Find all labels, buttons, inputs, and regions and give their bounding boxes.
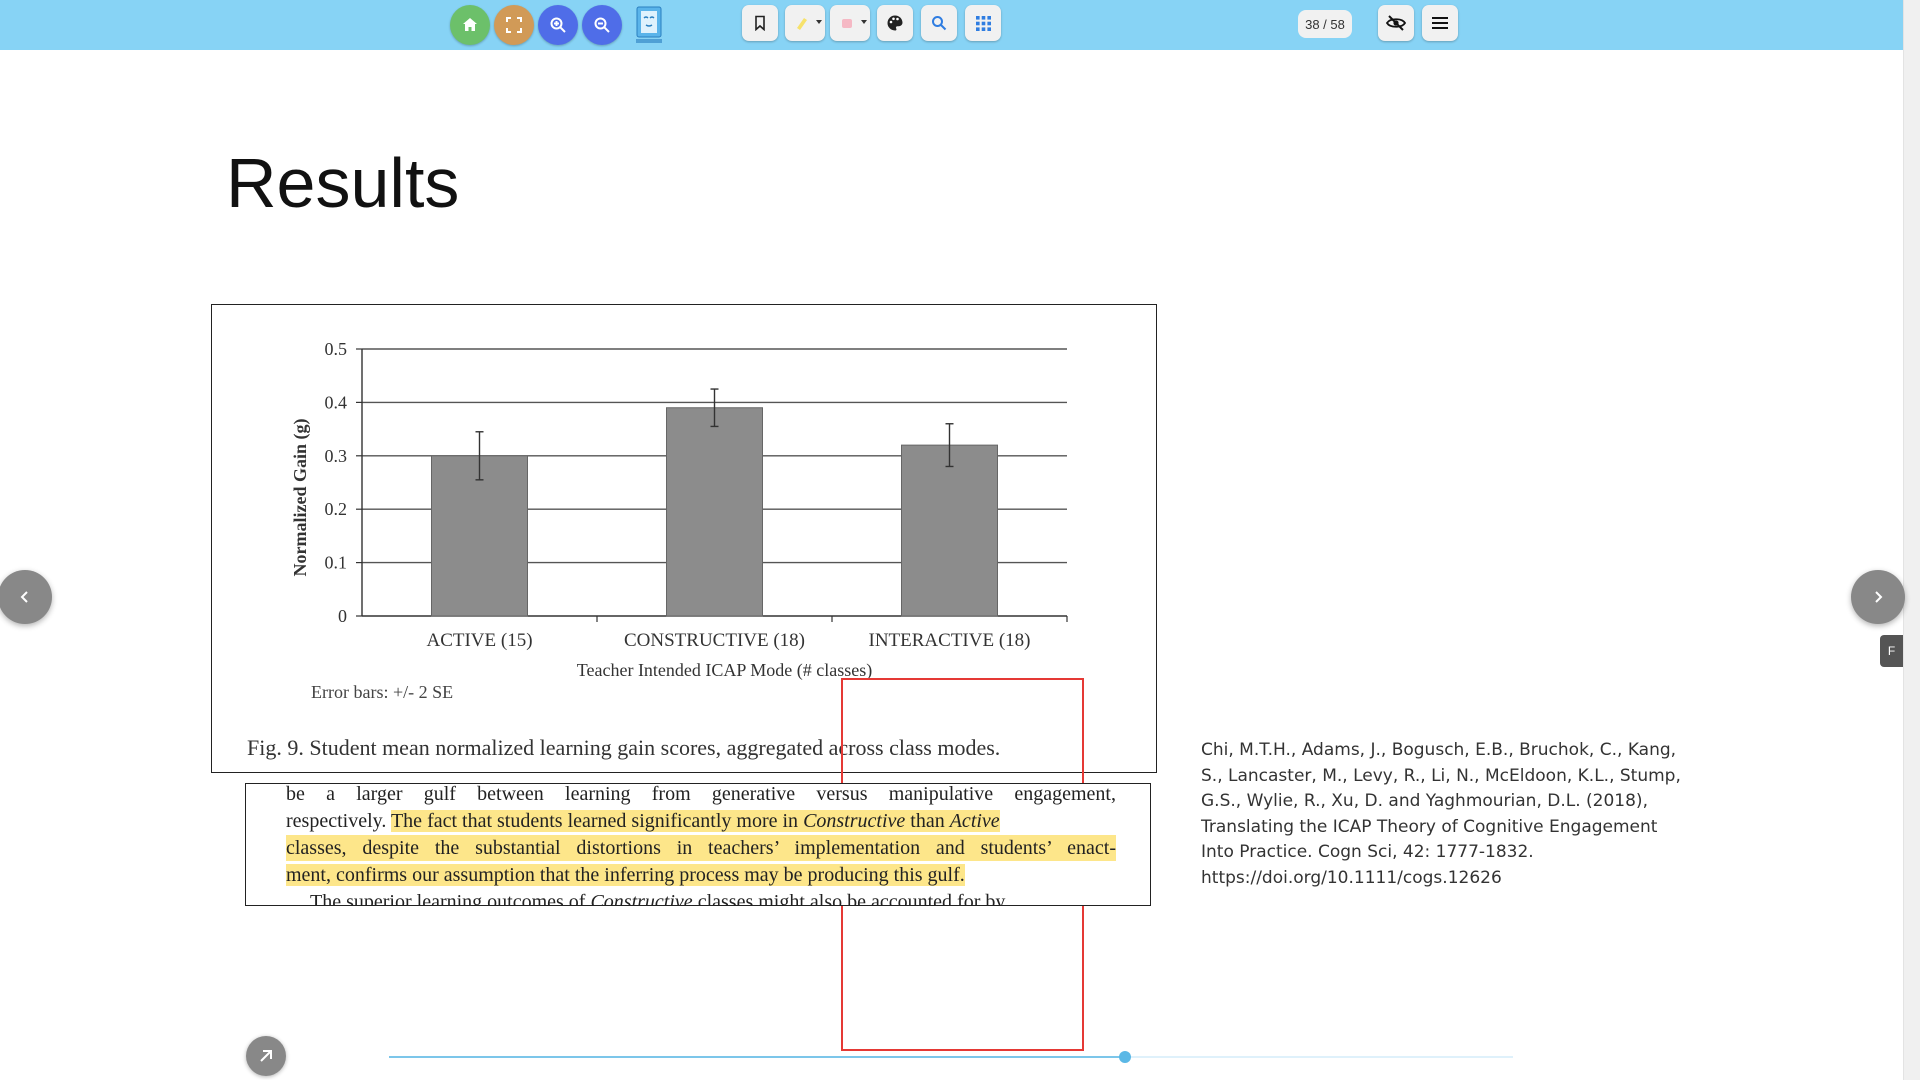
bar	[666, 407, 763, 617]
bookmark-button[interactable]	[742, 5, 778, 41]
page-counter: 38 / 58	[1298, 10, 1352, 38]
highlighted-text: The fact that students learned significa…	[390, 810, 799, 832]
grid-view-button[interactable]	[965, 5, 1001, 41]
excerpt-line: ment, confirms our assumption that the i…	[286, 862, 1116, 888]
y-tick-label: 0	[338, 606, 347, 626]
hide-toolbar-button[interactable]	[1378, 5, 1414, 41]
grid-icon	[975, 15, 991, 31]
y-tick-label: 0.3	[325, 446, 348, 466]
search-icon	[932, 16, 947, 31]
highlighted-text: ment, confirms our assumption that the i…	[286, 864, 965, 886]
excerpt-text: classes might also be accounted for by	[697, 891, 1006, 906]
progress-handle[interactable]	[1119, 1051, 1132, 1063]
citation-text: Chi, M.T.H., Adams, J., Bogusch, E.B., B…	[1201, 740, 1681, 888]
highlighted-text: Constructive	[803, 810, 906, 832]
error-bar-note: Error bars: +/- 2 SE	[311, 682, 454, 702]
x-axis-label: Teacher Intended ICAP Mode (# classes)	[577, 660, 872, 681]
bookmark-icon	[755, 15, 765, 31]
fullscreen-button[interactable]	[494, 5, 534, 45]
side-panel-tab[interactable]: F	[1880, 635, 1903, 667]
y-tick-label: 0.1	[325, 553, 348, 573]
eraser-button[interactable]	[830, 5, 870, 41]
zoom-out-button[interactable]	[582, 5, 622, 45]
y-tick-label: 0.2	[325, 499, 348, 519]
y-tick-label: 0.5	[325, 339, 348, 359]
bar	[901, 444, 998, 617]
progress-fill	[389, 1056, 1126, 1058]
excerpt-line: be a larger gulf between learning from g…	[286, 783, 1116, 805]
palette-icon	[887, 15, 903, 31]
highlighted-text: than	[910, 810, 945, 832]
menu-button[interactable]	[1422, 5, 1458, 41]
app-logo[interactable]	[632, 4, 666, 46]
bar-chart: 0 0.1 0.2 0.3 0.4 0.5 ACTIVE (15) CONSTRUCTIVE …	[290, 339, 1068, 681]
search-button[interactable]	[921, 5, 957, 41]
bar	[431, 455, 528, 617]
home-button[interactable]	[450, 5, 490, 45]
arrow-up-right-icon	[260, 1050, 272, 1062]
eye-off-icon	[1386, 15, 1406, 31]
excerpt-text: The superior learning outcomes of	[310, 891, 586, 906]
y-axis-label: Normalized Gain (g)	[290, 419, 311, 577]
eraser-icon	[842, 19, 852, 28]
highlighter-button[interactable]	[785, 5, 825, 41]
home-icon	[463, 18, 477, 31]
chevron-down-icon	[861, 20, 867, 24]
highlighter-icon	[797, 18, 807, 30]
expand-button[interactable]	[246, 1036, 286, 1076]
previous-slide-button[interactable]	[0, 570, 52, 624]
x-tick-label: INTERACTIVE (18)	[869, 630, 1031, 651]
top-toolbar: 38 / 58	[0, 0, 1903, 50]
x-tick-label: CONSTRUCTIVE (18)	[624, 630, 805, 651]
excerpt-line: respectively. The fact that students lea…	[286, 808, 1116, 834]
excerpt-line: The superior learning outcomes of Constr…	[310, 889, 1140, 906]
menu-icon	[1432, 17, 1448, 29]
chevron-left-icon	[20, 591, 28, 603]
excerpt-text: respectively.	[286, 810, 387, 832]
excerpt-text: Constructive	[590, 891, 693, 906]
y-tick-label: 0.4	[325, 392, 348, 412]
zoom-out-icon	[594, 17, 610, 33]
figure-image: 0 0.1 0.2 0.3 0.4 0.5 ACTIVE (15) CONSTRUCTIVE …	[211, 304, 1157, 1051]
slide-title: Results	[226, 144, 460, 222]
chevron-right-icon	[1875, 591, 1883, 603]
palette-button[interactable]	[877, 5, 913, 41]
zoom-in-button[interactable]	[538, 5, 578, 45]
fullscreen-icon	[506, 17, 522, 33]
x-tick-label: ACTIVE (15)	[426, 630, 532, 651]
vertical-scrollbar[interactable]	[1903, 0, 1920, 1080]
next-slide-button[interactable]	[1851, 570, 1905, 624]
chevron-down-icon	[816, 20, 822, 24]
figure-caption: Fig. 9. Student mean normalized learning…	[247, 735, 1001, 760]
app-logo-icon	[636, 6, 662, 43]
highlighted-text: classes, despite the substantial distort…	[286, 835, 1116, 861]
highlighted-text: The fact that students learned significa…	[390, 810, 1000, 832]
zoom-in-icon	[550, 17, 566, 33]
text-excerpt-image: be a larger gulf between learning from g…	[245, 783, 1151, 906]
progress-slider[interactable]	[389, 1051, 1513, 1063]
highlighted-text: Active	[949, 810, 1000, 832]
